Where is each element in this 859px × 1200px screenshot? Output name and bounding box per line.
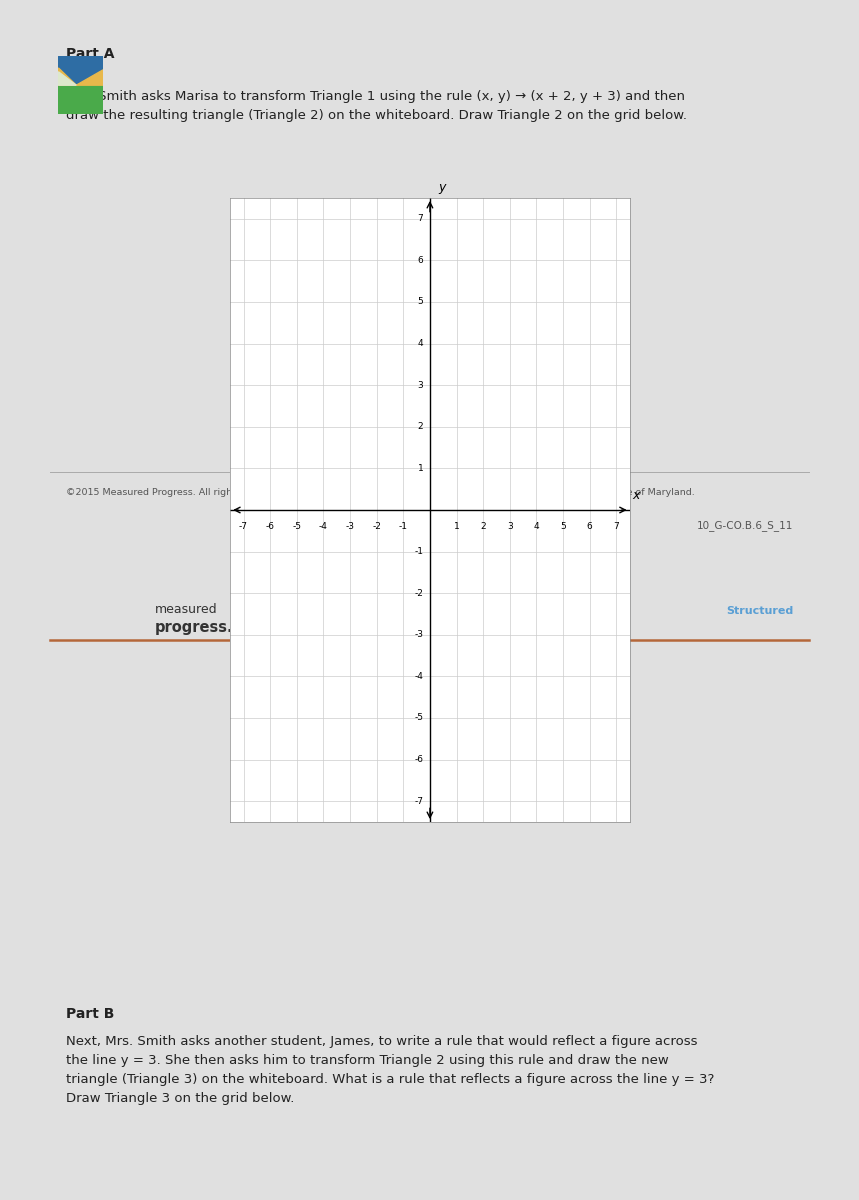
Text: -3: -3 [345,522,355,532]
Text: x: x [632,488,640,502]
Text: 6: 6 [587,522,593,532]
Text: Part A: Part A [66,47,114,61]
Text: 6: 6 [417,256,423,265]
Text: -7: -7 [239,522,248,532]
Bar [58,85,103,114]
Text: -2: -2 [414,589,423,598]
Text: 1: 1 [417,464,423,473]
Text: Structured: Structured [726,606,793,617]
Text: -6: -6 [265,522,275,532]
Text: Next, Mrs. Smith asks another student, James, to write a rule that would reflect: Next, Mrs. Smith asks another student, J… [66,1034,715,1105]
Bar [58,56,103,85]
Text: 1: 1 [454,522,460,532]
Text: -4: -4 [414,672,423,680]
Polygon shape [58,72,76,85]
Text: -6: -6 [414,755,423,764]
Text: Mrs. Smith asks Marisa to transform Triangle 1 using the rule (x, y) → (x + 2, y: Mrs. Smith asks Marisa to transform Tria… [66,90,687,122]
Text: -1: -1 [414,547,423,556]
Text: -3: -3 [414,630,423,640]
Text: -4: -4 [319,522,328,532]
Text: 2: 2 [480,522,486,532]
Text: -1: -1 [399,522,408,532]
Text: Maryland Mathematics Performance Task:: Maryland Mathematics Performance Task: [382,606,618,617]
Text: 3: 3 [507,522,513,532]
Text: y: y [438,181,445,194]
Text: 2: 2 [417,422,423,431]
Text: -2: -2 [372,522,381,532]
Text: -7: -7 [414,797,423,805]
Text: 5: 5 [417,298,423,306]
Text: 4: 4 [533,522,539,532]
Text: 10_G-CO.B.6_S_11: 10_G-CO.B.6_S_11 [697,521,793,532]
Text: -5: -5 [414,714,423,722]
Text: 7: 7 [613,522,619,532]
Polygon shape [58,68,103,85]
Text: 7: 7 [417,215,423,223]
Text: Part B: Part B [66,1008,114,1021]
Text: -5: -5 [292,522,302,532]
Text: 3: 3 [417,380,423,390]
Text: 5: 5 [560,522,566,532]
Text: 4: 4 [417,340,423,348]
Text: progress.: progress. [155,620,233,635]
Text: Triangle 2: Triangle 2 [387,659,472,673]
Text: ©2015 Measured Progress. All rights reserved. Content owned by Measured Progress: ©2015 Measured Progress. All rights rese… [66,488,695,497]
Text: measured: measured [155,602,217,616]
